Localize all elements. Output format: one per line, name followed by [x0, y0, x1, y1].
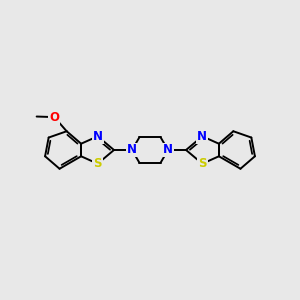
Text: N: N: [163, 143, 173, 157]
Text: S: S: [198, 157, 207, 170]
Text: N: N: [197, 130, 207, 143]
Text: S: S: [93, 157, 102, 170]
Text: N: N: [93, 130, 103, 143]
Text: O: O: [49, 111, 59, 124]
Text: N: N: [127, 143, 137, 157]
